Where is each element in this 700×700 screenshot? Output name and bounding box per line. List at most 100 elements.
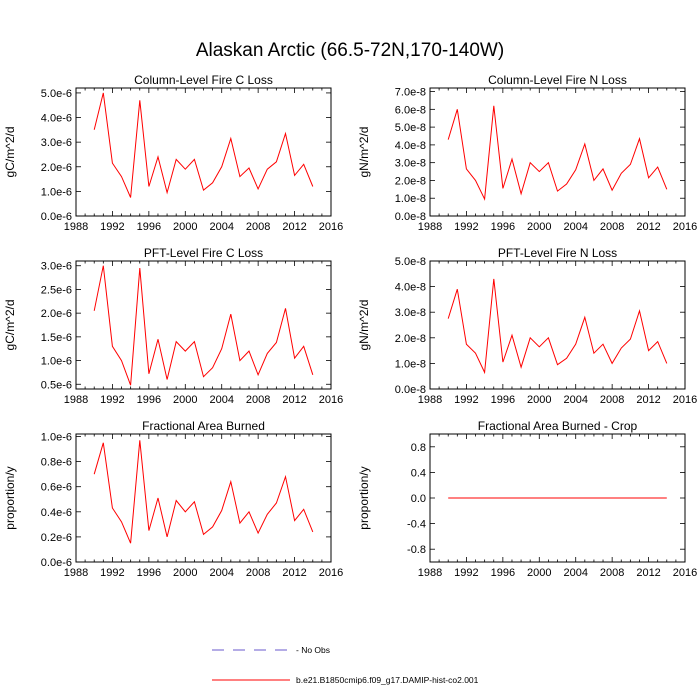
x-tick-label: 2004 — [209, 221, 233, 233]
x-tick-label: 2008 — [600, 221, 624, 233]
chart-panel-5: Fractional Area Burned 1988 1992 1996 2000 20… — [3, 419, 343, 579]
y-tick-label: 0.5e-6 — [41, 379, 72, 391]
x-tick-label: 2008 — [246, 394, 270, 406]
chart-panel-1: Column-Level Fire C Loss 1988 1992 1996 2000… — [3, 73, 343, 233]
plot-frame — [75, 260, 332, 390]
x-tick-label: 2016 — [673, 221, 697, 233]
x-tick-label: 2000 — [173, 567, 197, 579]
x-tick-label: 1996 — [491, 221, 515, 233]
chart-panels: Column-Level Fire C Loss 1988 1992 1996 2000… — [3, 73, 697, 579]
x-tick-label: 2012 — [636, 394, 660, 406]
y-axis-label: gN/m^2/d — [357, 127, 371, 178]
x-tick-label: 2016 — [319, 221, 343, 233]
y-tick-label: 2.0e-8 — [395, 175, 426, 187]
y-tick-label: 0.0e-6 — [41, 557, 72, 569]
panel-title: PFT-Level Fire C Loss — [144, 246, 263, 260]
x-tick-label: 2000 — [173, 394, 197, 406]
y-tick-label: 1.0e-6 — [41, 186, 72, 198]
x-tick-label: 2004 — [209, 394, 233, 406]
x-tick-label: 2004 — [563, 567, 587, 579]
chart-panel-6: Fractional Area Burned - Crop 1988 1992 199… — [357, 419, 697, 579]
y-tick-label: 0.0 — [411, 493, 426, 505]
x-tick-label: 1988 — [64, 221, 88, 233]
y-tick-label: 3.0e-8 — [395, 158, 426, 170]
x-tick-label: 1996 — [137, 394, 161, 406]
data-series-line — [93, 265, 314, 386]
y-tick-label: 5.0e-8 — [395, 256, 426, 268]
y-tick-label: 5.0e-8 — [395, 122, 426, 134]
plot-frame — [75, 87, 332, 217]
x-tick-label: 1996 — [491, 567, 515, 579]
y-tick-label: 4.0e-8 — [395, 140, 426, 152]
x-tick-label: 2000 — [527, 567, 551, 579]
y-tick-label: 0.0e-8 — [395, 211, 426, 223]
data-series-line — [447, 278, 668, 375]
y-tick-label: 2.0e-6 — [41, 308, 72, 320]
x-tick-label: 1992 — [454, 221, 478, 233]
y-tick-label: 0.0e-6 — [41, 211, 72, 223]
x-tick-label: 2004 — [563, 394, 587, 406]
data-series-line — [447, 105, 668, 201]
y-tick-label: 1.5e-6 — [41, 332, 72, 344]
y-tick-label: 1.0e-8 — [395, 358, 426, 370]
panel-title: Column-Level Fire C Loss — [134, 73, 273, 87]
y-tick-label: 0.4 — [411, 467, 426, 479]
x-tick-label: 2008 — [600, 394, 624, 406]
x-tick-label: 1992 — [100, 221, 124, 233]
y-tick-label: 3.0e-6 — [41, 261, 72, 273]
chart-panel-2: Column-Level Fire N Loss 1988 1992 1996 2000… — [357, 73, 697, 233]
y-tick-label: 6.0e-8 — [395, 104, 426, 116]
x-tick-label: 2016 — [319, 394, 343, 406]
data-series-line — [93, 92, 314, 198]
x-tick-label: 1988 — [418, 567, 442, 579]
x-tick-label: 1992 — [100, 567, 124, 579]
y-tick-label: 3.0e-8 — [395, 307, 426, 319]
y-tick-label: -0.8 — [407, 544, 426, 556]
legend: - No Obs b.e21.B1850cmip6.f09_g17.DAMIP-… — [212, 645, 479, 685]
legend-label-model-run: b.e21.B1850cmip6.f09_g17.DAMIP-hist-co2.… — [296, 675, 479, 685]
x-tick-label: 2012 — [282, 221, 306, 233]
panel-title: PFT-Level Fire N Loss — [498, 246, 617, 260]
x-tick-label: 2000 — [527, 394, 551, 406]
y-tick-label: 7.0e-8 — [395, 87, 426, 99]
x-tick-label: 2008 — [246, 221, 270, 233]
x-tick-label: 2004 — [209, 567, 233, 579]
y-tick-label: 1.0e-8 — [395, 193, 426, 205]
y-axis-label: gC/m^2/d — [3, 127, 17, 178]
y-tick-label: 2.5e-6 — [41, 284, 72, 296]
y-tick-label: 2.0e-6 — [41, 162, 72, 174]
x-tick-label: 1996 — [491, 394, 515, 406]
y-tick-label: 0.4e-6 — [41, 507, 72, 519]
x-tick-label: 1988 — [64, 394, 88, 406]
y-tick-label: 4.0e-8 — [395, 282, 426, 294]
x-tick-label: 2004 — [563, 221, 587, 233]
y-tick-label: 4.0e-6 — [41, 113, 72, 125]
x-tick-label: 1992 — [454, 567, 478, 579]
x-tick-label: 1996 — [137, 221, 161, 233]
chart-panel-3: PFT-Level Fire C Loss 1988 1992 1996 2000 200… — [3, 246, 343, 406]
plot-frame — [75, 433, 332, 563]
panel-title: Fractional Area Burned - Crop — [478, 419, 638, 433]
y-tick-label: 1.0e-6 — [41, 432, 72, 444]
x-tick-label: 2000 — [173, 221, 197, 233]
plot-frame — [429, 87, 686, 217]
x-tick-label: 1988 — [418, 221, 442, 233]
y-tick-label: 5.0e-6 — [41, 88, 72, 100]
panel-title: Fractional Area Burned — [142, 419, 265, 433]
y-tick-label: 0.0e-8 — [395, 384, 426, 396]
x-tick-label: 2012 — [636, 221, 660, 233]
x-tick-label: 2012 — [282, 394, 306, 406]
y-axis-label: gC/m^2/d — [3, 300, 17, 351]
x-tick-label: 2012 — [282, 567, 306, 579]
y-tick-label: 0.8 — [411, 442, 426, 454]
panel-title: Column-Level Fire N Loss — [488, 73, 627, 87]
plot-frame — [429, 260, 686, 390]
x-tick-label: 2008 — [246, 567, 270, 579]
x-tick-label: 1988 — [64, 567, 88, 579]
x-tick-label: 2016 — [673, 567, 697, 579]
y-tick-label: 3.0e-6 — [41, 137, 72, 149]
y-tick-label: 0.8e-6 — [41, 457, 72, 469]
x-tick-label: 1992 — [454, 394, 478, 406]
chart-panel-4: PFT-Level Fire N Loss 1988 1992 1996 2000 200… — [357, 246, 697, 406]
